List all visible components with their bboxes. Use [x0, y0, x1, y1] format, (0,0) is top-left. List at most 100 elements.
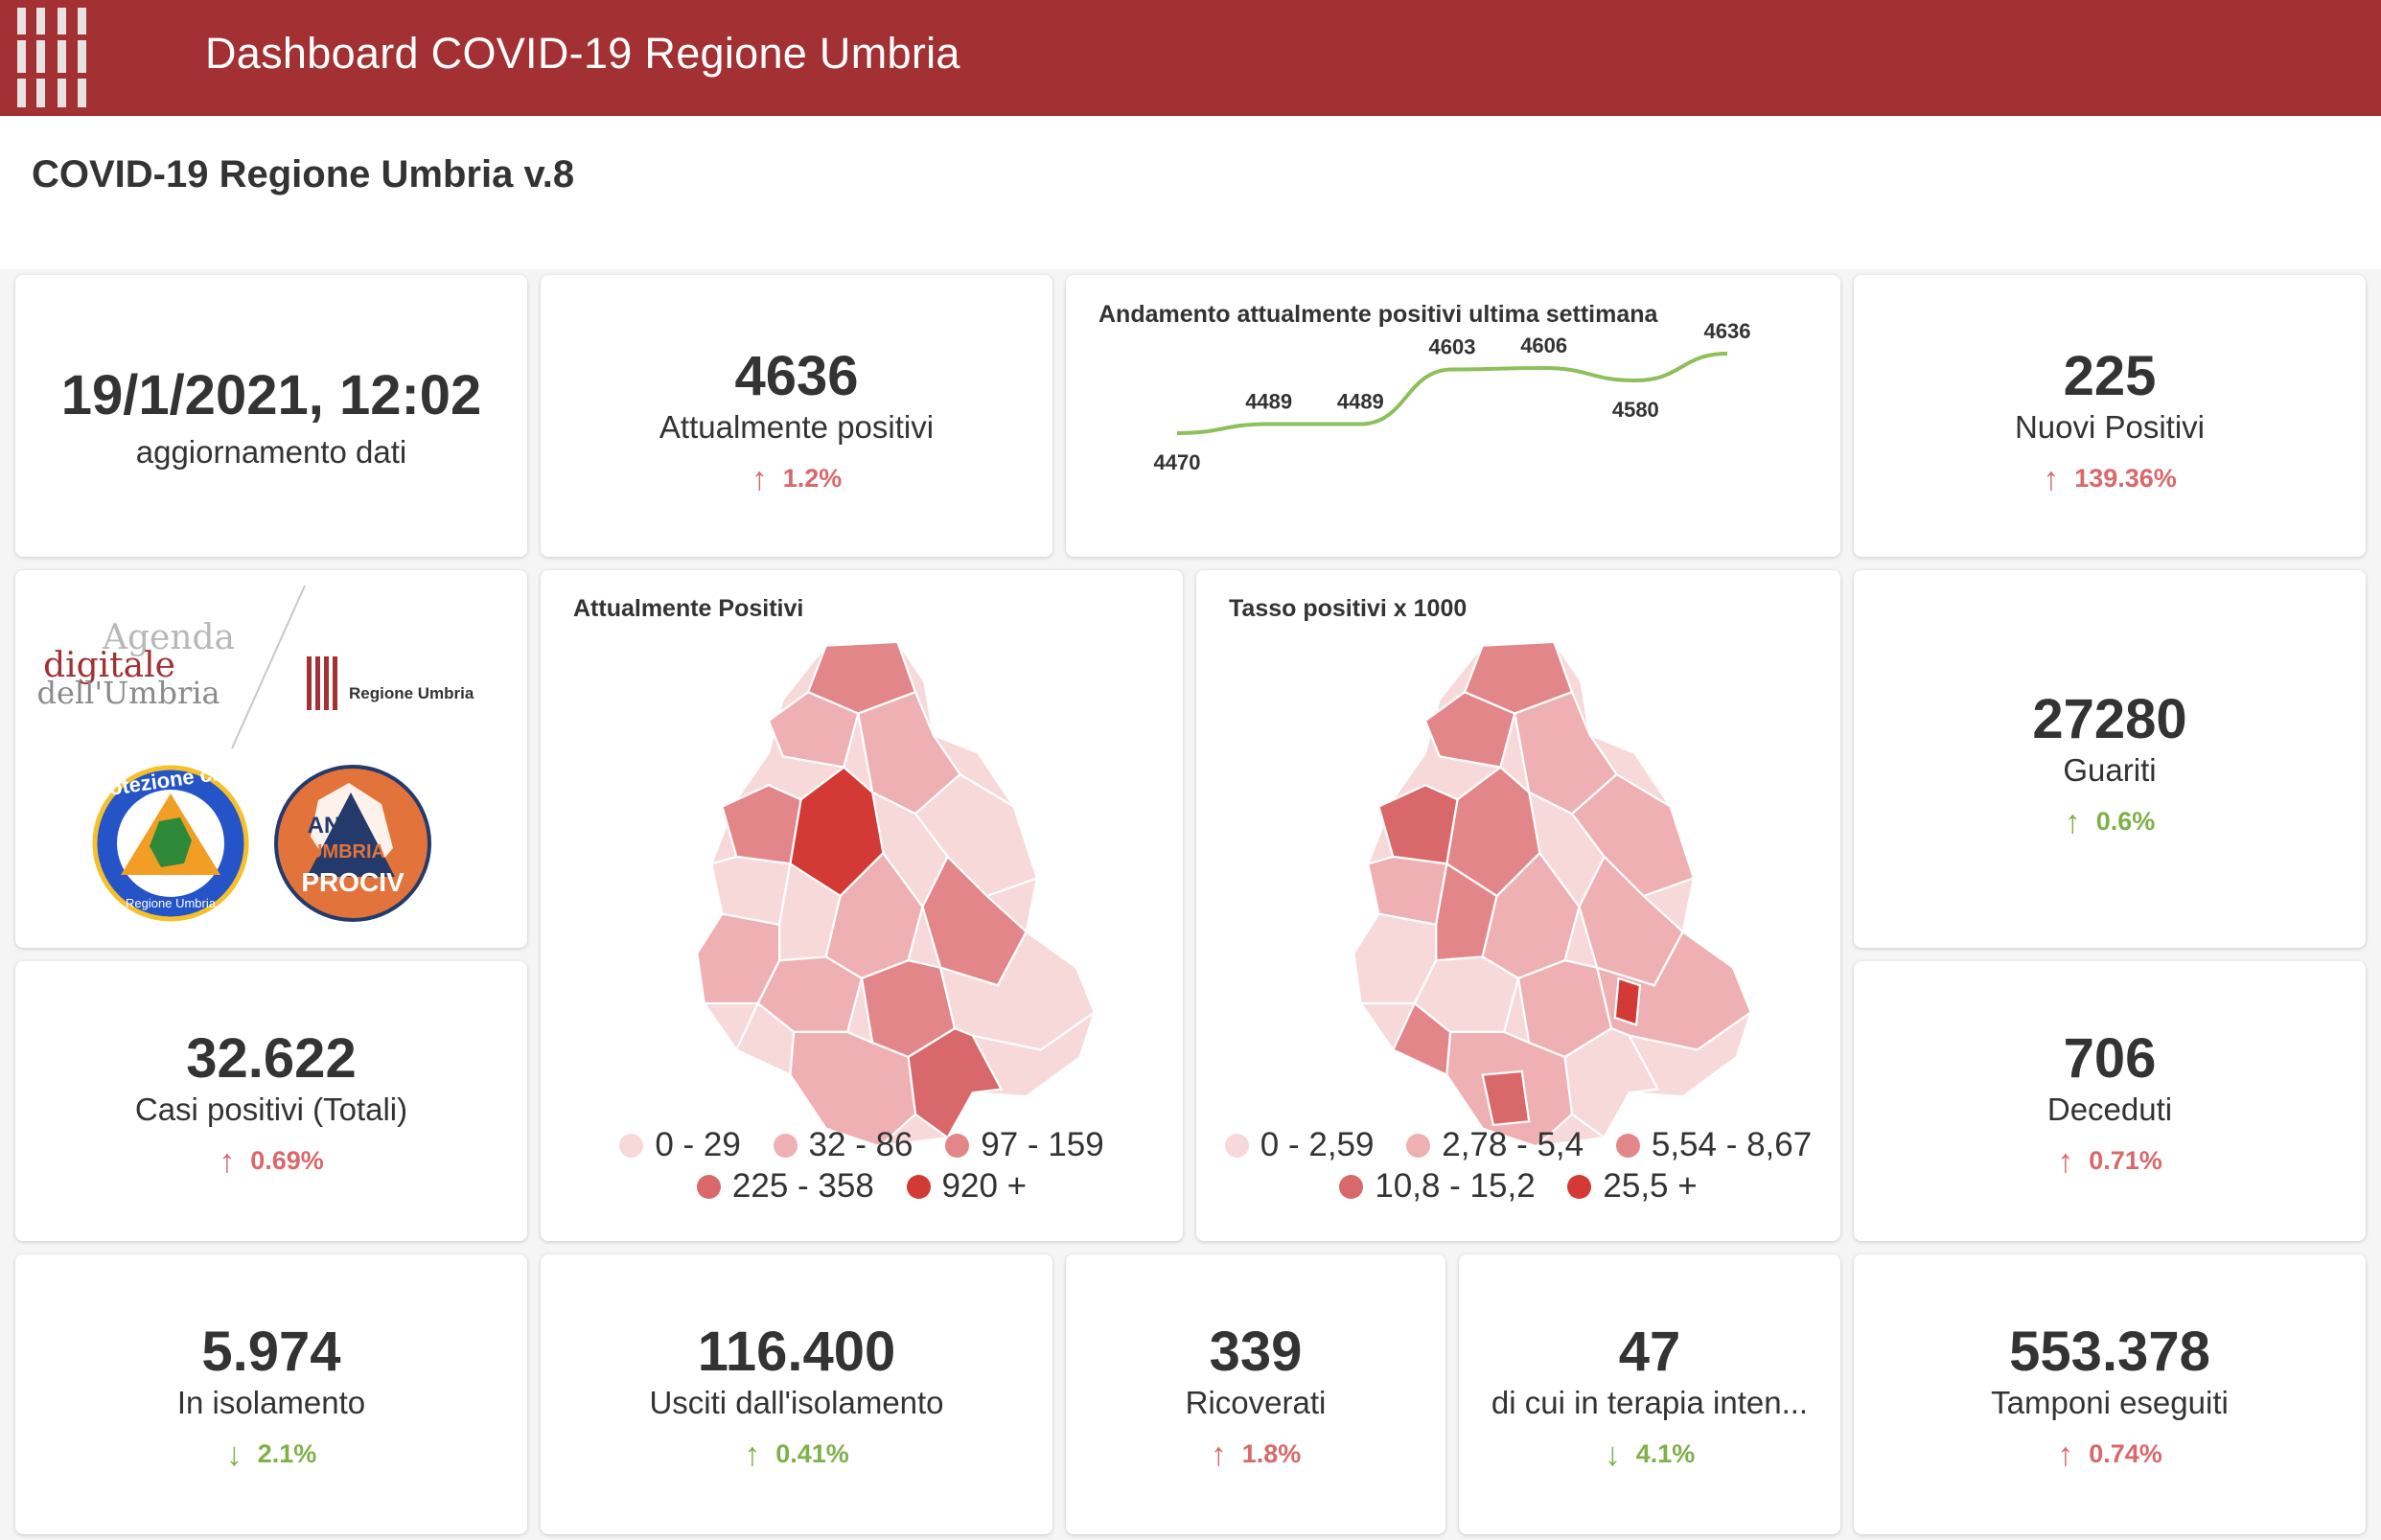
app-title: Dashboard COVID-19 Regione Umbria	[205, 29, 960, 78]
legend-item: 10,8 - 15,2	[1339, 1165, 1536, 1207]
kpi-delta: ↓ 4.1%	[1459, 1437, 1840, 1474]
svg-text:PROCIV: PROCIV	[301, 867, 405, 897]
regione-umbria-logo	[17, 8, 86, 107]
kpi-label: Tamponi eseguiti	[1991, 1385, 2229, 1420]
arrow-up-icon: ↑	[2064, 804, 2081, 840]
map-legend-positivi: 0 - 29 32 - 86 97 - 159 225 - 358 920 +	[541, 1124, 1183, 1207]
svg-text:Regione Umbria: Regione Umbria	[349, 684, 474, 702]
svg-text:digitale: digitale	[43, 646, 175, 685]
map-title: Tasso positivi x 1000	[1229, 595, 1468, 622]
choropleth-map-tasso[interactable]	[1196, 628, 1840, 1164]
kpi-guariti: 27280 Guariti ↑ 0.6%	[1854, 570, 2366, 948]
kpi-delta-value: 2.1%	[257, 1439, 317, 1468]
kpi-delta-value: 4.1%	[1635, 1439, 1696, 1468]
kpi-label: Deceduti	[2046, 1092, 2173, 1127]
trend-line-chart: 4470 4489 4489 4603 4606 4580 4636	[1154, 319, 1751, 474]
kpi-tamponi: 553.378 Tamponi eseguiti ↑ 0.74%	[1854, 1254, 2366, 1534]
arrow-up-icon: ↑	[751, 461, 768, 497]
data-label: 4470	[1154, 450, 1201, 474]
arrow-up-icon: ↑	[2057, 1143, 2074, 1180]
choropleth-map-positivi[interactable]	[541, 628, 1183, 1164]
kpi-label: Attualmente positivi	[659, 409, 935, 445]
map-card-tasso: Tasso positivi x 1000 0 - 2,59 2,	[1196, 570, 1840, 1241]
kpi-delta: ↑ 0.6%	[1854, 804, 2366, 841]
trend-line	[1176, 352, 1728, 435]
legend-item: 0 - 2,59	[1224, 1124, 1375, 1165]
kpi-delta-value: 1.2%	[782, 464, 843, 493]
agenda-digitale-logo: Agenda digitale dell'Umbria	[36, 618, 235, 711]
kpi-usciti: 116.400 Usciti dall'isolamento ↑ 0.41%	[541, 1254, 1052, 1534]
kpi-label: In isolamento	[176, 1385, 366, 1420]
legend-item: 920 +	[906, 1165, 1027, 1207]
kpi-delta-value: 0.74%	[2089, 1439, 2162, 1468]
svg-text:dell'Umbria: dell'Umbria	[36, 675, 220, 711]
logo-divider	[231, 585, 306, 749]
arrow-up-icon: ↑	[219, 1143, 236, 1180]
kpi-label: Guariti	[2063, 752, 2157, 788]
arrow-up-icon: ↑	[2057, 1437, 2074, 1473]
arrow-up-icon: ↑	[744, 1437, 761, 1473]
data-label: 4606	[1520, 333, 1567, 357]
chart-title: Andamento attualmente positivi ultima se…	[1098, 301, 1658, 328]
kpi-casi-totali: 32.622 Casi positivi (Totali) ↑ 0.69%	[15, 961, 527, 1241]
data-label: 4489	[1245, 390, 1292, 414]
kpi-value: 225	[2063, 345, 2157, 407]
arrow-up-icon: ↑	[1210, 1437, 1227, 1473]
data-label: 4489	[1337, 390, 1384, 414]
kpi-delta: ↑ 1.2%	[541, 461, 1052, 498]
kpi-delta-value: 0.69%	[250, 1146, 324, 1175]
kpi-delta: ↑ 0.69%	[15, 1143, 527, 1181]
map-legend-tasso: 0 - 2,59 2,78 - 5,4 5,54 - 8,67 10,8 - 1…	[1196, 1124, 1840, 1207]
kpi-terapia-intensiva: 47 di cui in terapia inten... ↓ 4.1%	[1459, 1254, 1840, 1534]
kpi-value: 339	[1209, 1321, 1303, 1383]
kpi-delta-value: 0.41%	[775, 1439, 849, 1468]
kpi-delta: ↑ 0.74%	[1854, 1437, 2366, 1474]
legend-item: 5,54 - 8,67	[1615, 1124, 1812, 1165]
data-label: 4603	[1429, 335, 1476, 359]
arrow-down-icon: ↓	[1604, 1437, 1621, 1473]
kpi-label: Ricoverati	[1185, 1385, 1327, 1420]
kpi-value: 27280	[2032, 688, 2187, 750]
kpi-ricoverati: 339 Ricoverati ↑ 1.8%	[1066, 1254, 1445, 1534]
kpi-delta: ↑ 0.71%	[1854, 1143, 2366, 1181]
kpi-label: Nuovi Positivi	[2014, 409, 2206, 445]
map-card-positivi: Attualmente Positivi 0 - 29 32 - 86 97 -…	[541, 570, 1183, 1241]
legend-item: 0 - 29	[619, 1124, 741, 1165]
arrow-down-icon: ↓	[225, 1437, 243, 1473]
kpi-value: 5.974	[201, 1321, 341, 1383]
kpi-delta-value: 0.71%	[2089, 1146, 2162, 1175]
kpi-label: di cui in terapia inten...	[1491, 1385, 1809, 1420]
kpi-delta: ↑ 0.41%	[541, 1437, 1052, 1474]
kpi-label: Usciti dall'isolamento	[649, 1385, 944, 1420]
kpi-value: 47	[1618, 1321, 1681, 1383]
legend-item: 97 - 159	[945, 1124, 1104, 1165]
kpi-delta-value: 1.8%	[1241, 1439, 1302, 1468]
page-title: COVID-19 Regione Umbria v.8	[32, 153, 575, 195]
kpi-delta: ↑ 1.8%	[1066, 1437, 1445, 1474]
legend-item: 225 - 358	[696, 1165, 874, 1207]
legend-item: 32 - 86	[773, 1124, 913, 1165]
anci-umbria-prociv-logo: ANCI UMBRIA PROCIV	[274, 765, 431, 922]
page-header	[0, 116, 2381, 269]
kpi-value: 4636	[734, 345, 859, 407]
data-label: 4580	[1612, 398, 1659, 422]
kpi-delta-value: 139.36%	[2074, 464, 2177, 493]
kpi-label: Casi positivi (Totali)	[134, 1092, 408, 1127]
kpi-delta: ↑ 139.36%	[1854, 461, 2366, 498]
partner-logos-card: Agenda digitale dell'Umbria Regione Umbr…	[15, 570, 527, 948]
update-label: aggiornamento dati	[135, 434, 407, 470]
svg-text:ANCI: ANCI	[308, 813, 364, 839]
arrow-up-icon: ↑	[2043, 461, 2060, 497]
kpi-delta-value: 0.6%	[2095, 807, 2156, 836]
kpi-attualmente-positivi: 4636 Attualmente positivi ↑ 1.2%	[541, 275, 1052, 557]
data-label: 4636	[1704, 319, 1751, 343]
update-card: 19/1/2021, 12:02 aggiornamento dati	[15, 275, 527, 557]
regione-umbria-small-logo: Regione Umbria	[307, 656, 474, 710]
top-bar: Dashboard COVID-19 Regione Umbria	[0, 0, 2381, 116]
svg-text:Regione Umbria: Regione Umbria	[126, 896, 217, 910]
svg-text:Agenda: Agenda	[102, 618, 235, 657]
kpi-isolamento: 5.974 In isolamento ↓ 2.1%	[15, 1254, 527, 1534]
protezione-civile-logo: Protezione civile Regione Umbria	[85, 756, 254, 922]
svg-text:UMBRIA: UMBRIA	[309, 841, 385, 862]
kpi-value: 32.622	[186, 1027, 357, 1090]
